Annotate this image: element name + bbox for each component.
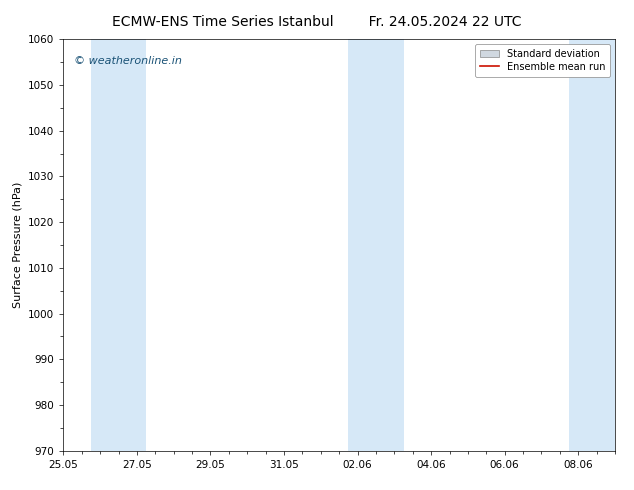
Y-axis label: Surface Pressure (hPa): Surface Pressure (hPa)	[13, 182, 23, 308]
Bar	[569, 39, 615, 451]
Legend: Standard deviation, Ensemble mean run: Standard deviation, Ensemble mean run	[475, 44, 610, 77]
Bar	[91, 39, 146, 451]
Text: © weatheronline.in: © weatheronline.in	[74, 56, 183, 66]
Text: ECMW-ENS Time Series Istanbul        Fr. 24.05.2024 22 UTC: ECMW-ENS Time Series Istanbul Fr. 24.05.…	[112, 15, 522, 29]
Bar	[349, 39, 404, 451]
